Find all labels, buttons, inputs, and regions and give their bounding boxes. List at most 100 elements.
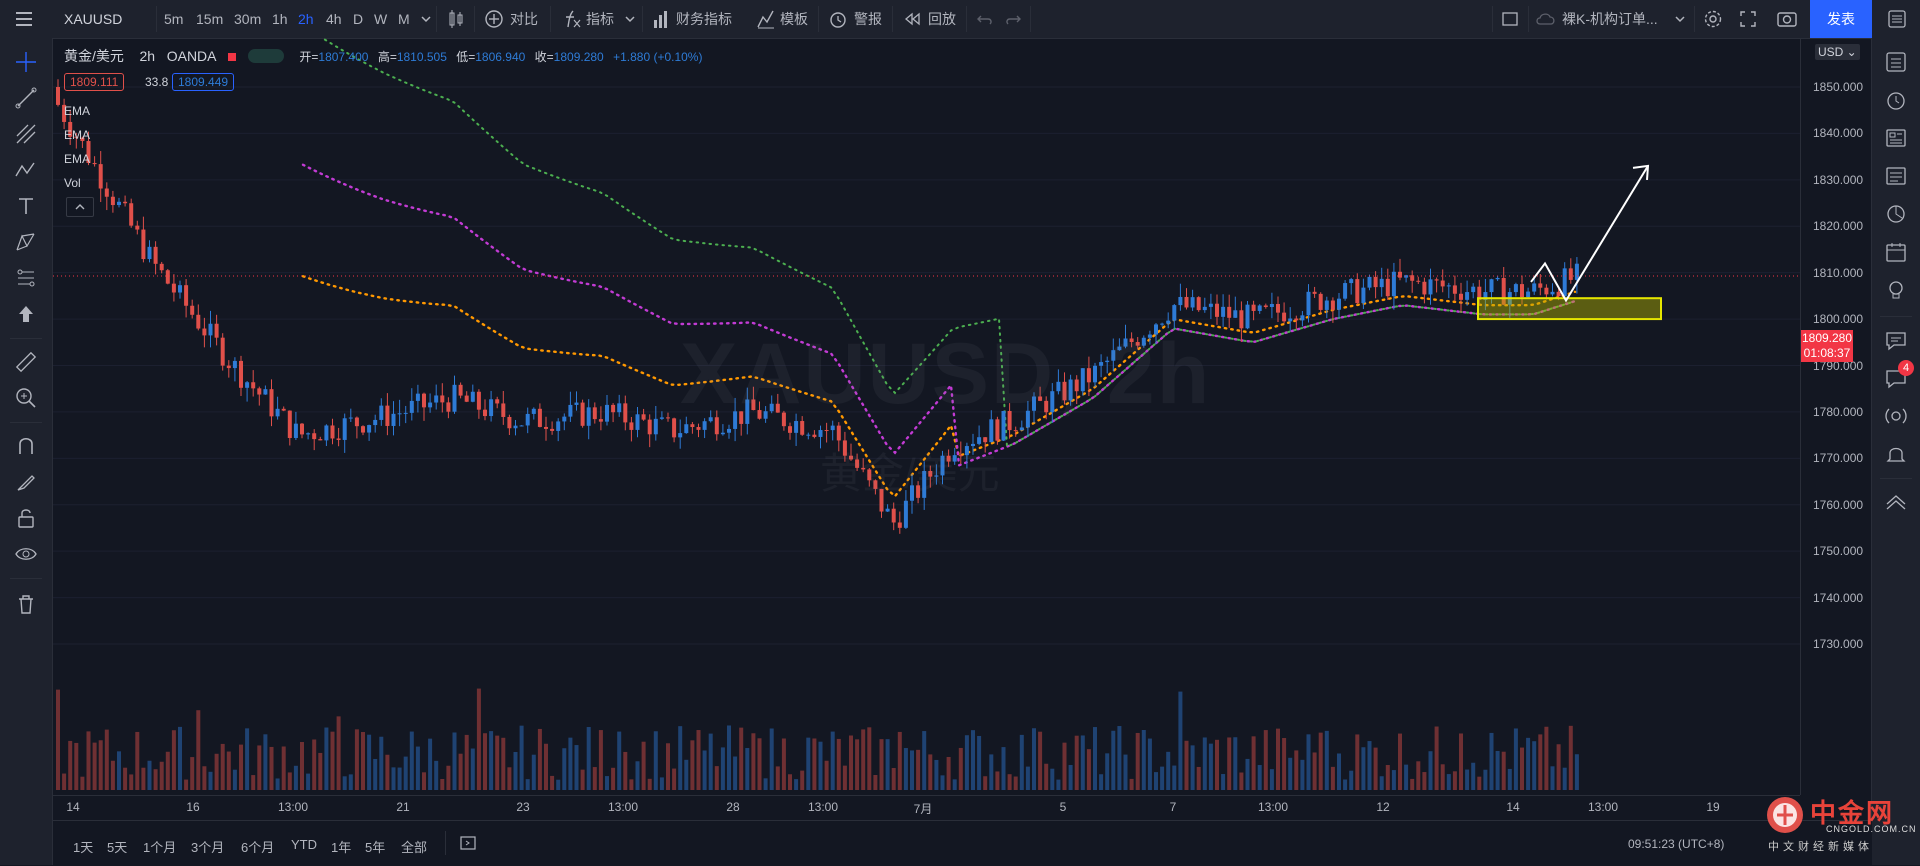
indicator-ema-3[interactable]: EMA xyxy=(64,152,91,166)
candle-body xyxy=(1532,283,1537,292)
templates-icon[interactable] xyxy=(756,0,776,38)
crosshair-icon[interactable] xyxy=(14,50,38,74)
lock-icon[interactable] xyxy=(14,506,38,530)
volume-bar xyxy=(1428,751,1433,790)
interval-w[interactable]: W xyxy=(374,11,388,27)
compare-icon[interactable] xyxy=(484,0,504,38)
interval-d[interactable]: D xyxy=(353,11,364,27)
compare-button[interactable]: 对比 xyxy=(510,11,538,27)
fx-icon[interactable] xyxy=(560,0,582,38)
indicator-vol[interactable]: Vol xyxy=(64,176,81,190)
fullscreen-toggle-icon[interactable] xyxy=(1500,0,1520,38)
magnet-icon[interactable] xyxy=(14,434,38,458)
streams-icon[interactable] xyxy=(1884,404,1908,428)
clock[interactable]: 09:51:23 (UTC+8) xyxy=(1628,837,1725,851)
replay-button[interactable]: 回放 xyxy=(928,11,956,27)
interval-15m[interactable]: 15m xyxy=(196,11,224,27)
ideas-icon[interactable] xyxy=(1884,278,1908,302)
candle-body xyxy=(507,416,512,429)
cloud-icon[interactable] xyxy=(1534,0,1558,38)
chevron-down-icon[interactable] xyxy=(1674,0,1686,38)
camera-icon[interactable] xyxy=(1776,0,1798,38)
alarm-clock-icon[interactable] xyxy=(828,0,848,38)
volume-bar xyxy=(958,747,963,790)
range-1d[interactable]: 1天 xyxy=(73,840,94,855)
trash-icon[interactable] xyxy=(14,592,38,616)
symbol-search[interactable]: XAUUSD xyxy=(64,11,123,27)
measure-tools-icon[interactable] xyxy=(14,266,38,290)
interval-1h[interactable]: 1h xyxy=(272,11,288,27)
watchlist-icon[interactable] xyxy=(1884,50,1908,74)
news-icon[interactable] xyxy=(1884,126,1908,150)
arrow-up-icon[interactable] xyxy=(14,302,38,326)
notifications-icon[interactable]: 4 xyxy=(1884,360,1914,390)
redo-icon[interactable] xyxy=(1004,0,1022,38)
bid-price-button[interactable]: 1809.111 xyxy=(64,73,125,91)
interval-30m[interactable]: 30m xyxy=(234,11,262,27)
price-scale[interactable]: 1850.000 1840.000 1830.000 1820.000 1810.000… xyxy=(1800,38,1872,795)
ask-price-button[interactable]: 1809.449 xyxy=(172,73,235,91)
time-scale[interactable]: 14 16 13:00 21 23 13:00 28 13:00 7月 5 7 13:00 12 14 13… xyxy=(53,795,1800,820)
indicator-ema-2[interactable]: EMA xyxy=(64,128,91,142)
range-5y[interactable]: 5年 xyxy=(365,840,386,855)
templates-button[interactable]: 模板 xyxy=(780,11,808,27)
financials-button[interactable]: 财务指标 xyxy=(676,11,732,27)
range-6m[interactable]: 6个月 xyxy=(241,840,275,855)
indicators-button[interactable]: 指标 xyxy=(586,11,614,27)
price-chart[interactable] xyxy=(53,38,1800,795)
interval-m[interactable]: M xyxy=(398,11,410,27)
pitchfork-icon[interactable] xyxy=(14,122,38,146)
candle-style-icon[interactable] xyxy=(446,0,466,38)
chevron-down-icon[interactable] xyxy=(624,0,636,38)
fullscreen-icon[interactable] xyxy=(1738,0,1758,38)
replay-icon[interactable] xyxy=(902,0,922,38)
candle-body xyxy=(940,455,945,476)
range-5d[interactable]: 5天 xyxy=(107,840,128,855)
range-all[interactable]: 全部 xyxy=(401,840,428,855)
xabcd-pattern-icon[interactable] xyxy=(14,230,38,254)
collapse-legend-button[interactable] xyxy=(66,197,94,217)
chevron-down-icon[interactable] xyxy=(420,0,432,38)
volume-bar xyxy=(727,725,731,790)
currency-button[interactable]: USD ⌄ xyxy=(1815,44,1860,60)
undo-icon[interactable] xyxy=(976,0,994,38)
volume-bar xyxy=(1513,728,1518,790)
list-icon[interactable] xyxy=(1886,0,1908,38)
chat-icon[interactable] xyxy=(1884,328,1908,352)
layout-name[interactable]: 裸K-机构订单... xyxy=(1562,11,1658,27)
interval-5m[interactable]: 5m xyxy=(164,11,184,27)
calendar-icon[interactable] xyxy=(1884,240,1908,264)
hotlist-icon[interactable] xyxy=(1884,202,1908,226)
volume-bar xyxy=(635,761,640,790)
brand-url: CNGOLD.COM.CN xyxy=(1826,824,1917,834)
ruler-icon[interactable] xyxy=(14,350,38,374)
text-icon[interactable] xyxy=(14,194,38,218)
financials-icon[interactable] xyxy=(652,0,670,38)
eye-icon[interactable] xyxy=(14,542,38,566)
volume-bar xyxy=(580,769,585,790)
bell-icon[interactable] xyxy=(1884,442,1908,466)
trend-line-icon[interactable] xyxy=(14,86,38,110)
range-1m[interactable]: 1个月 xyxy=(143,840,177,855)
go-to-date-icon[interactable] xyxy=(459,833,479,856)
zoom-in-icon[interactable] xyxy=(14,386,38,410)
pattern-icon[interactable] xyxy=(14,158,38,182)
interval-2h[interactable]: 2h xyxy=(298,11,314,27)
alarm-clock-icon[interactable] xyxy=(1884,88,1908,112)
chevron-double-icon[interactable] xyxy=(1884,490,1908,514)
candle-body xyxy=(971,443,975,447)
publish-button[interactable]: 发表 xyxy=(1810,0,1872,38)
alert-button[interactable]: 警报 xyxy=(854,11,882,27)
interval-4h[interactable]: 4h xyxy=(326,11,342,27)
data-window-icon[interactable] xyxy=(1884,164,1908,188)
legend-title[interactable]: 黄金/美元 xyxy=(64,48,124,64)
chart-pane[interactable] xyxy=(53,38,1800,795)
gear-icon[interactable] xyxy=(1702,0,1724,38)
range-3m[interactable]: 3个月 xyxy=(191,840,225,855)
indicator-ema-1[interactable]: EMA xyxy=(64,104,91,118)
menu-icon[interactable] xyxy=(14,0,34,38)
stay-in-drawing-mode-icon[interactable] xyxy=(14,470,38,494)
candle-body xyxy=(165,270,170,284)
range-ytd[interactable]: YTD xyxy=(291,837,317,852)
range-1y[interactable]: 1年 xyxy=(331,840,352,855)
